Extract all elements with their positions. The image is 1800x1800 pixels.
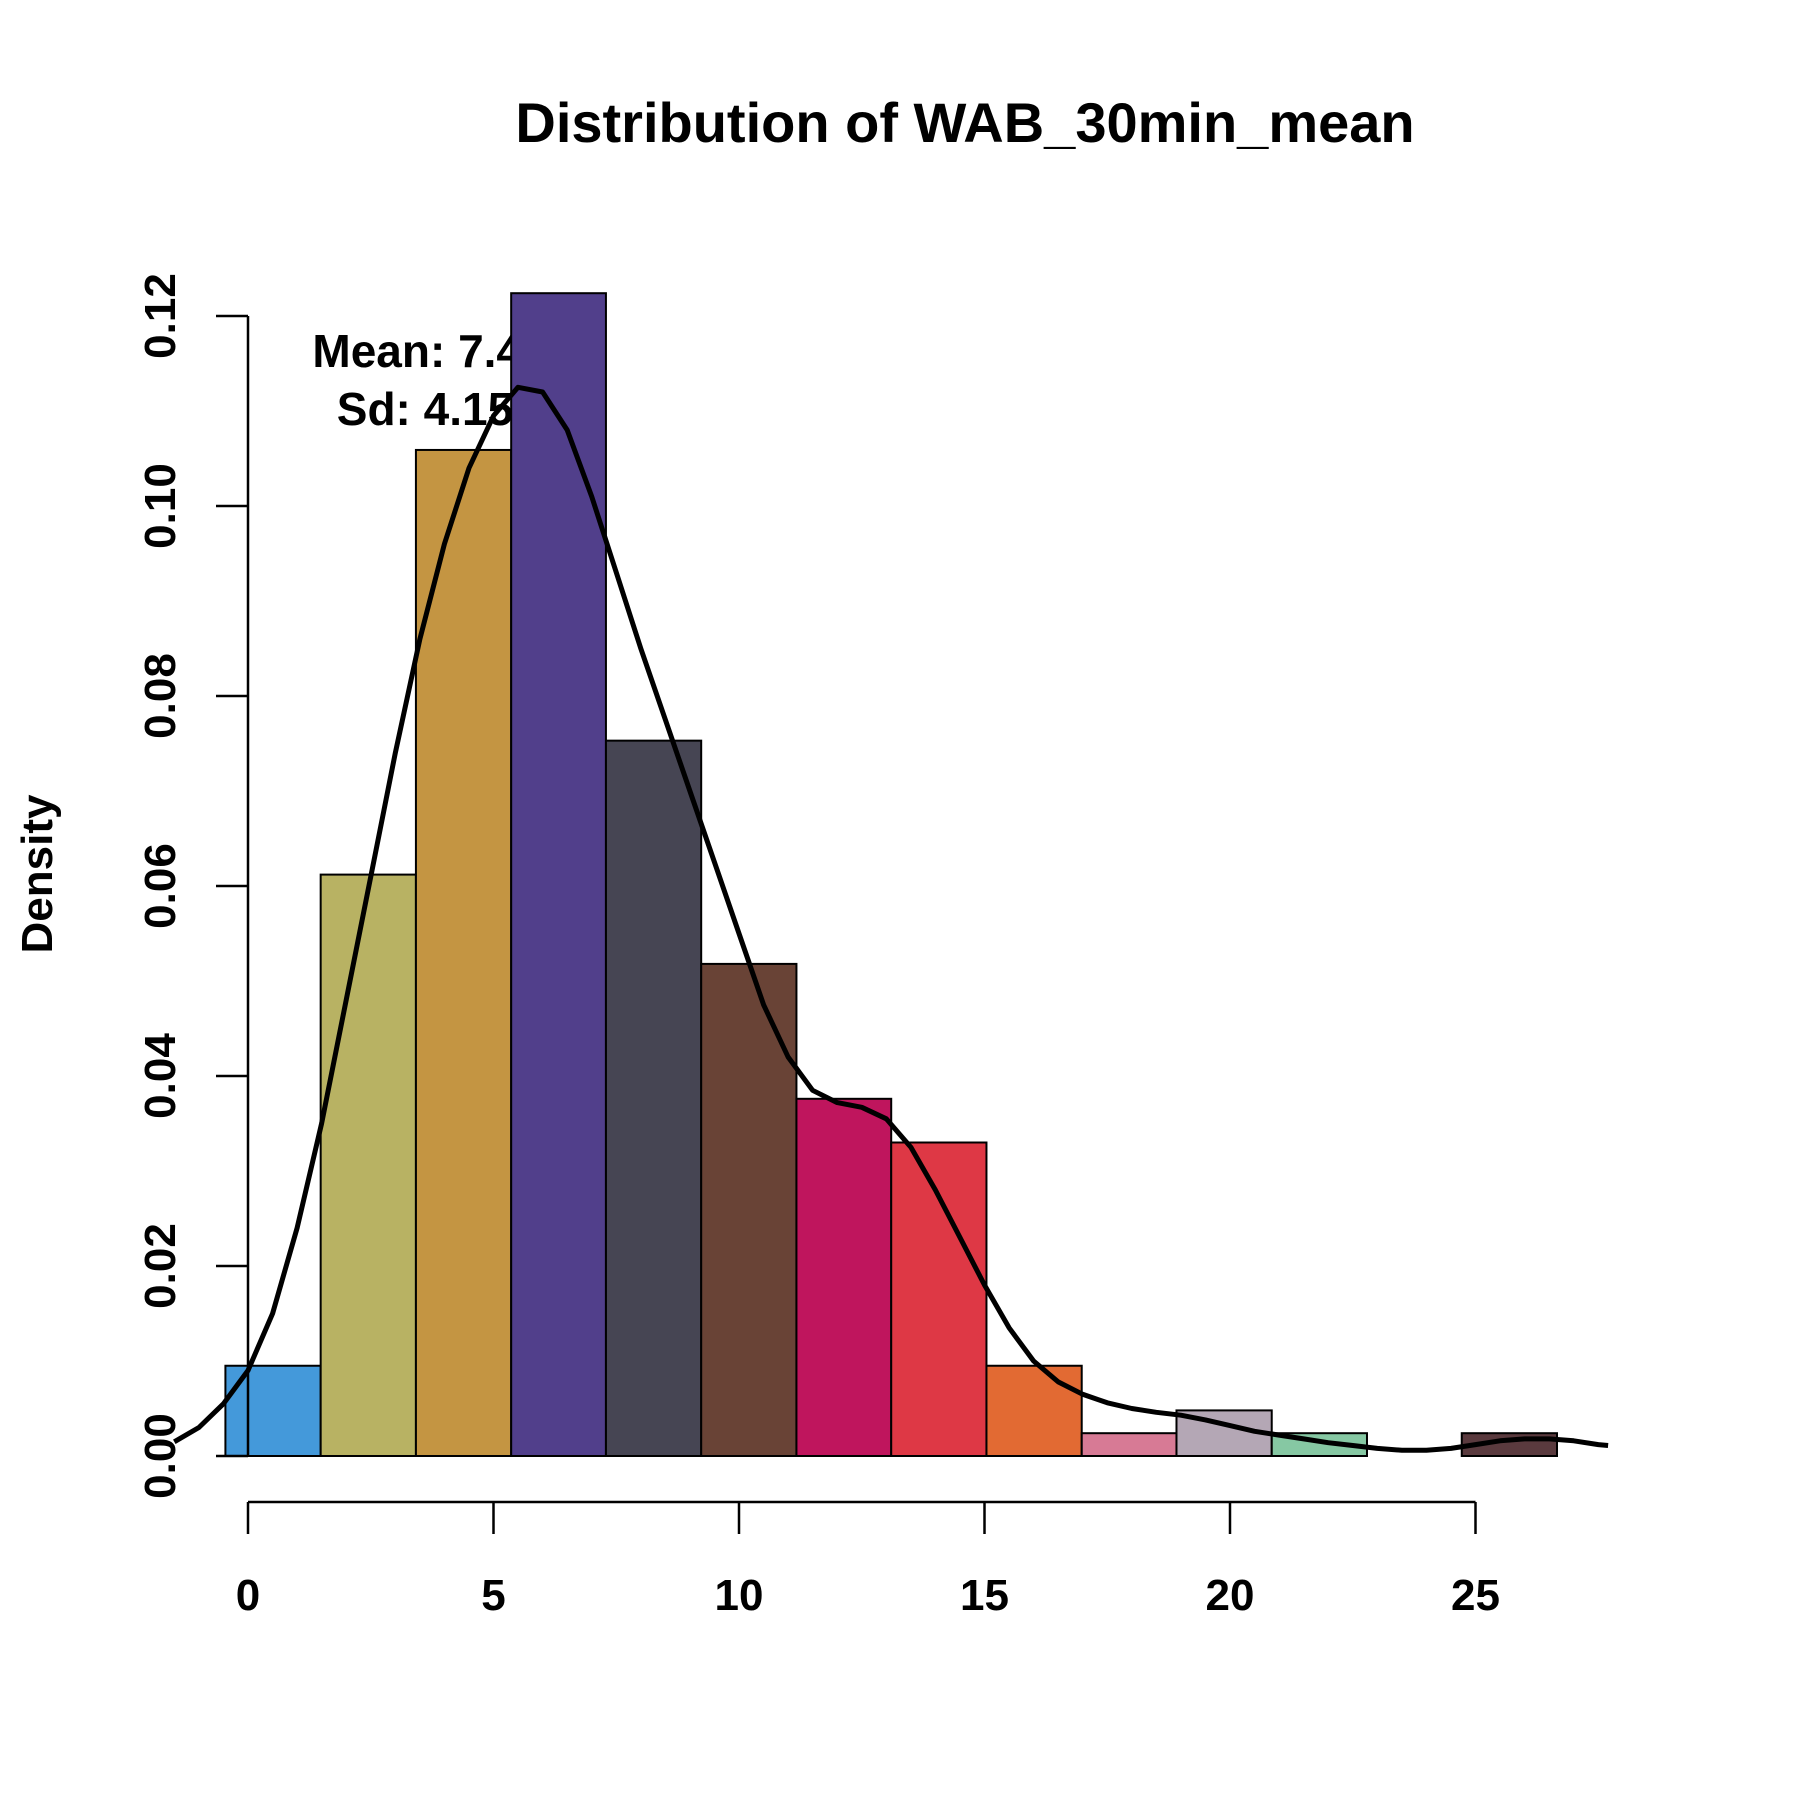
- x-tick-label-5: 25: [1451, 1571, 1500, 1620]
- y-tick-label-6: 0.12: [136, 273, 185, 359]
- histogram-bar-6: [795, 1097, 893, 1458]
- bars-group: [224, 292, 1559, 1458]
- x-tick-label-2: 10: [715, 1571, 764, 1620]
- y-tick-label-2: 0.04: [136, 1033, 185, 1119]
- annotation-sd: Sd: 4.15: [337, 383, 513, 435]
- x-tick-label-0: 0: [236, 1571, 260, 1620]
- histogram-bar-3: [510, 292, 607, 1458]
- y-tick-label-5: 0.10: [136, 463, 185, 549]
- histogram-bar-9: [1080, 1432, 1178, 1457]
- y-tick-label-1: 0.02: [136, 1223, 185, 1309]
- y-tick-label-0: 0.00: [136, 1413, 185, 1499]
- y-tick-label-4: 0.08: [136, 653, 185, 739]
- histogram-bar-1: [319, 873, 417, 1457]
- y-tick-label-3: 0.06: [136, 843, 185, 929]
- histogram-bar-4: [604, 739, 703, 1457]
- density-curve-group: [173, 384, 1609, 1453]
- histogram-bar-5: [700, 962, 798, 1458]
- x-tick-label-1: 5: [481, 1571, 505, 1620]
- x-axis: 0 5 10 15 20 25: [236, 1500, 1500, 1620]
- y-axis-label: Density: [13, 794, 62, 953]
- annotation-mean: Mean: 7.46: [312, 325, 547, 377]
- x-tick-label-4: 20: [1206, 1571, 1255, 1620]
- chart-title: Distribution of WAB_30min_mean: [515, 91, 1414, 154]
- density-curve: [173, 384, 1609, 1453]
- histogram-bar-8: [985, 1364, 1083, 1457]
- x-tick-label-3: 15: [960, 1571, 1009, 1620]
- y-axis: 0.00 0.02 0.04 0.06 0.08 0.10 0.12: [136, 273, 250, 1499]
- histogram-bar-7: [890, 1141, 988, 1457]
